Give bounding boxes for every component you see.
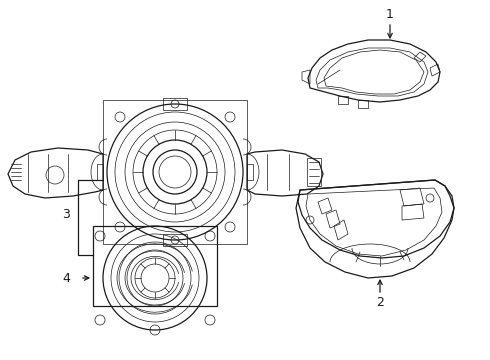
- Bar: [163, 234, 187, 246]
- Text: 3: 3: [62, 208, 70, 221]
- Bar: [93, 226, 217, 306]
- Text: 4: 4: [62, 271, 70, 284]
- Text: 1: 1: [386, 8, 394, 21]
- Bar: [247, 164, 253, 180]
- Bar: [97, 164, 103, 180]
- Text: 2: 2: [376, 296, 384, 309]
- Bar: [163, 98, 187, 110]
- Bar: [307, 158, 321, 186]
